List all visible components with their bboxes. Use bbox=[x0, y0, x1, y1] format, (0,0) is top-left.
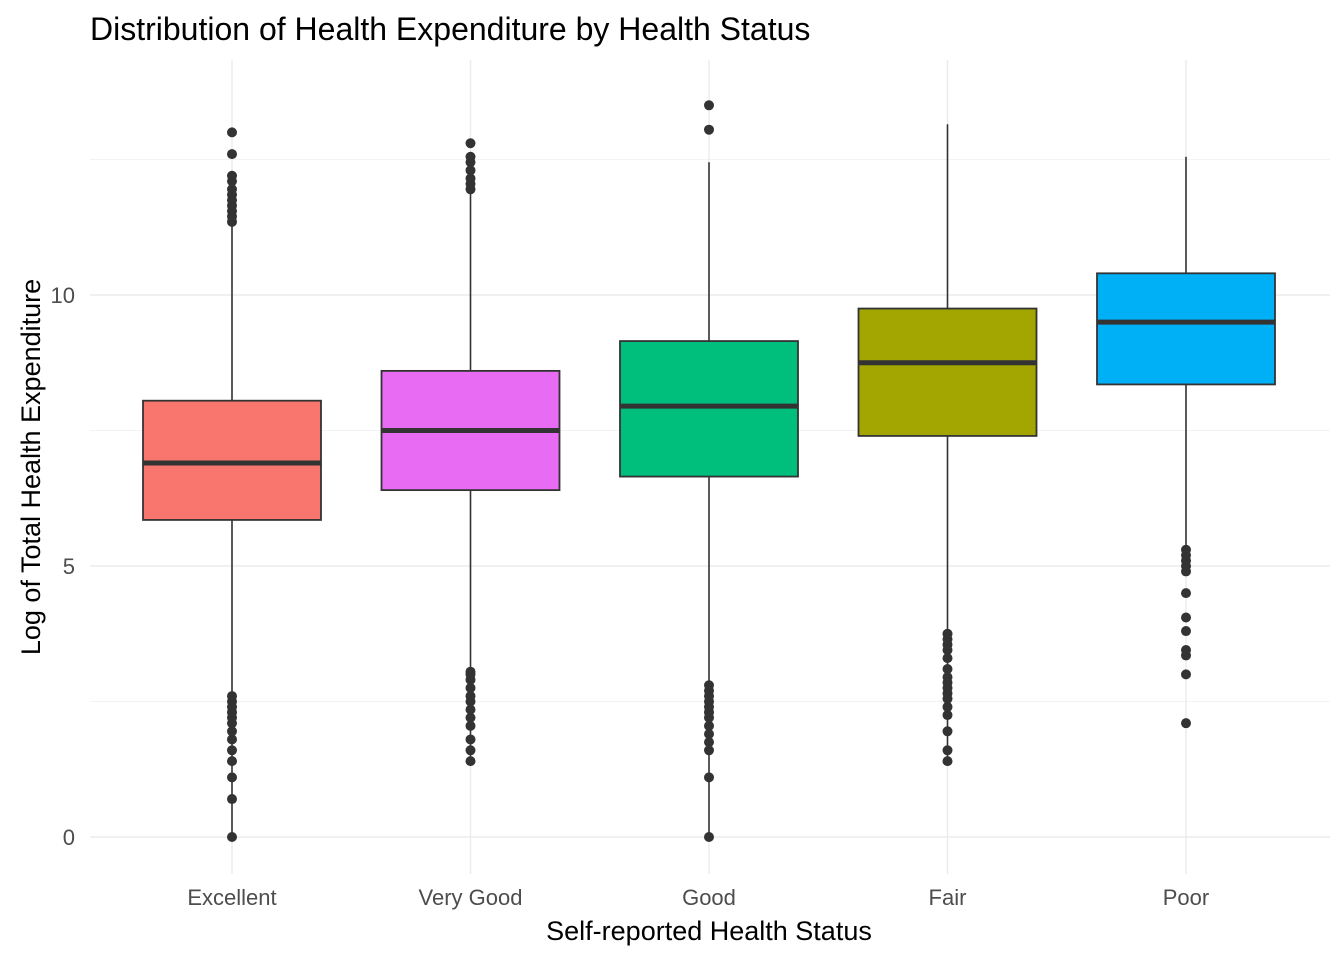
outlier-point bbox=[465, 704, 476, 715]
outlier-point bbox=[227, 772, 237, 783]
outlier-point bbox=[704, 832, 714, 842]
outlier-point bbox=[942, 628, 953, 639]
outlier-point bbox=[704, 124, 714, 135]
y-axis-ticks: 0 5 10 bbox=[51, 283, 75, 850]
y-tick-label: 0 bbox=[63, 825, 75, 850]
x-tick-label: Good bbox=[682, 885, 736, 910]
y-tick-label: 10 bbox=[51, 283, 75, 308]
outlier-point bbox=[465, 666, 476, 677]
outlier-point bbox=[465, 756, 476, 767]
outlier-point bbox=[227, 184, 237, 195]
outlier-point bbox=[942, 672, 953, 683]
outlier-point bbox=[942, 726, 953, 737]
outlier-point bbox=[704, 745, 714, 756]
outlier-point bbox=[942, 663, 953, 674]
outlier-point bbox=[227, 794, 237, 805]
outlier-point bbox=[1181, 544, 1191, 555]
outlier-point bbox=[465, 173, 476, 184]
outlier-point bbox=[227, 170, 237, 181]
outlier-point bbox=[704, 737, 714, 748]
outlier-point bbox=[1181, 645, 1191, 656]
outlier-point bbox=[704, 729, 714, 740]
outlier-point bbox=[227, 745, 237, 756]
outlier-point bbox=[704, 680, 714, 691]
outlier-point bbox=[704, 100, 714, 111]
y-axis-title: Log of Total Health Expenditure bbox=[16, 279, 46, 655]
outlier-point bbox=[227, 127, 237, 138]
outlier-point bbox=[465, 720, 476, 731]
outlier-point bbox=[465, 138, 476, 149]
box-excellent bbox=[142, 127, 322, 842]
x-tick-label: Very Good bbox=[419, 885, 523, 910]
outlier-point bbox=[227, 734, 237, 745]
outlier-point bbox=[942, 745, 953, 756]
outlier-point bbox=[1181, 612, 1191, 623]
outlier-point bbox=[227, 756, 237, 767]
outlier-point bbox=[465, 151, 476, 162]
box-good bbox=[619, 100, 799, 842]
x-tick-label: Fair bbox=[929, 885, 967, 910]
box-poor bbox=[1096, 156, 1276, 729]
box-very-good bbox=[380, 138, 561, 767]
outlier-point bbox=[1181, 669, 1191, 680]
outlier-point bbox=[465, 682, 476, 693]
iqr-box bbox=[142, 399, 322, 521]
outlier-point bbox=[942, 653, 953, 664]
outlier-point bbox=[465, 712, 476, 723]
iqr-box bbox=[1096, 272, 1276, 386]
x-tick-label: Excellent bbox=[187, 885, 276, 910]
box-fair bbox=[857, 124, 1038, 767]
outlier-point bbox=[227, 832, 237, 842]
x-tick-label: Poor bbox=[1163, 885, 1209, 910]
outlier-point bbox=[465, 734, 476, 745]
x-axis-ticks: Excellent Very Good Good Fair Poor bbox=[187, 885, 1209, 910]
outlier-point bbox=[227, 726, 237, 737]
outlier-point bbox=[704, 720, 714, 731]
boxes bbox=[142, 100, 1276, 842]
outlier-point bbox=[942, 701, 953, 712]
outlier-point bbox=[1181, 718, 1191, 729]
outlier-point bbox=[465, 745, 476, 756]
iqr-box bbox=[619, 340, 799, 478]
y-tick-label: 5 bbox=[63, 554, 75, 579]
outlier-point bbox=[942, 756, 953, 767]
chart-title: Distribution of Health Expenditure by He… bbox=[90, 11, 810, 47]
x-axis-title: Self-reported Health Status bbox=[546, 916, 872, 946]
outlier-point bbox=[942, 710, 953, 721]
iqr-box bbox=[857, 307, 1038, 437]
outlier-point bbox=[465, 691, 476, 702]
outlier-point bbox=[704, 772, 714, 783]
outlier-point bbox=[1181, 626, 1191, 637]
outlier-point bbox=[227, 691, 237, 702]
outlier-point bbox=[227, 149, 237, 160]
outlier-point bbox=[465, 165, 476, 176]
outlier-point bbox=[1181, 588, 1191, 599]
